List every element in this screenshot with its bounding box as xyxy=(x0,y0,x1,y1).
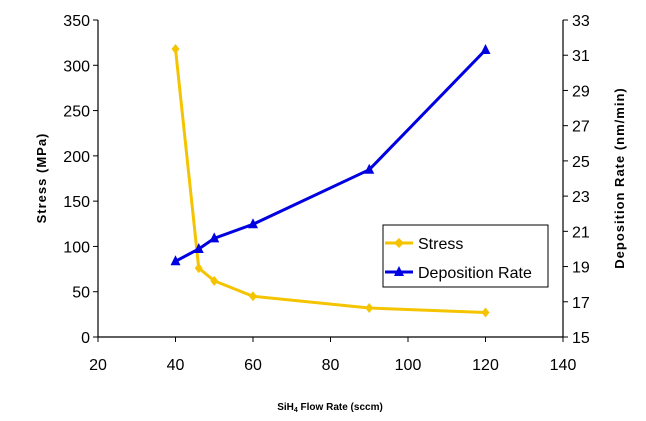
right-tick-label: 19 xyxy=(572,260,590,277)
right-tick-label: 27 xyxy=(572,119,590,136)
left-tick-label: 100 xyxy=(63,239,90,256)
stress-data-point xyxy=(171,43,180,54)
x-tick-label: 20 xyxy=(89,357,107,374)
right-tick-label: 25 xyxy=(572,154,590,171)
x-tick-label: 40 xyxy=(167,357,185,374)
x-axis-title-rest: Flow Rate (sccm) xyxy=(298,402,383,413)
x-tick-label: 120 xyxy=(472,357,499,374)
stress-series-line xyxy=(174,48,486,315)
x-ticks: 20 40 60 80 100 120 140 xyxy=(89,337,576,374)
left-tick-label: 200 xyxy=(63,149,90,166)
left-tick-label: 300 xyxy=(63,58,90,75)
right-tick-label: 15 xyxy=(572,330,590,347)
left-tick-label: 150 xyxy=(63,194,90,211)
right-y-ticks: 15 17 19 21 23 25 27 29 31 33 xyxy=(563,13,590,347)
left-tick-label: 350 xyxy=(63,13,90,30)
right-tick-label: 29 xyxy=(572,83,590,100)
x-tick-label: 60 xyxy=(244,357,262,374)
left-y-ticks: 0 50 100 150 200 250 300 350 xyxy=(63,13,98,347)
legend-stress-marker xyxy=(394,238,404,248)
stress-data-point xyxy=(365,303,374,314)
x-axis-title: SiH4 Flow Rate (sccm) xyxy=(277,402,383,414)
legend: Stress Deposition Rate xyxy=(382,224,549,288)
stress-data-point xyxy=(210,275,219,286)
x-tick-label: 100 xyxy=(395,357,422,374)
y-axis-right-title: Deposition Rate (nm/min) xyxy=(612,87,627,268)
left-tick-label: 250 xyxy=(63,104,90,121)
deposition-rate-data-point xyxy=(193,242,204,253)
y-axis-left-title: Stress (MPa) xyxy=(34,133,49,224)
right-tick-label: 31 xyxy=(572,48,590,65)
x-axis-title-subscript: 4 xyxy=(294,407,298,414)
left-tick-label: 0 xyxy=(81,330,90,347)
x-tick-label: 80 xyxy=(322,357,340,374)
right-tick-label: 17 xyxy=(572,295,590,312)
stress-data-point xyxy=(249,291,257,302)
legend-deposition-label: Deposition Rate xyxy=(418,265,532,282)
x-tick-label: 140 xyxy=(550,357,577,374)
deposition-rate-data-point xyxy=(480,43,491,54)
legend-deposition-marker xyxy=(394,266,404,276)
stress-data-point xyxy=(481,307,490,318)
plot-frame xyxy=(97,20,564,338)
deposition-rate-data-point xyxy=(364,163,375,174)
x-axis-title-main: SiH xyxy=(277,402,294,413)
deposition-rate-data-point xyxy=(248,218,258,229)
legend-box xyxy=(382,224,549,288)
stress-data-point xyxy=(194,263,203,274)
right-tick-label: 21 xyxy=(572,224,590,241)
deposition-rate-data-point xyxy=(209,232,220,243)
right-tick-label: 23 xyxy=(572,189,590,206)
left-tick-label: 50 xyxy=(72,285,90,302)
deposition-rate-data-point xyxy=(170,255,181,266)
right-tick-label: 33 xyxy=(572,13,590,30)
series-layer xyxy=(170,43,491,318)
legend-stress-label: Stress xyxy=(418,236,463,253)
